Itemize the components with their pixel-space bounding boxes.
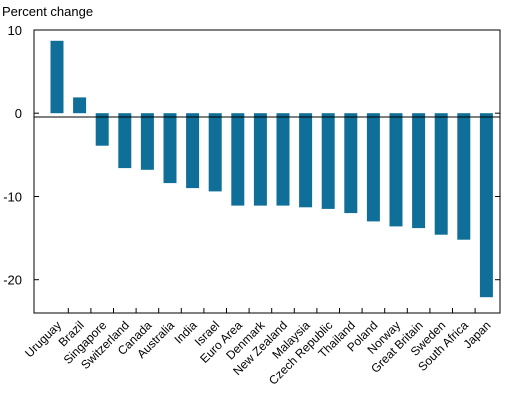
y-tick-label: -10 bbox=[3, 190, 22, 205]
bar-thailand bbox=[344, 113, 358, 214]
bar-switzerland bbox=[118, 113, 132, 169]
y-axis-label: Percent change bbox=[2, 4, 93, 19]
bar-new-zealand bbox=[276, 113, 290, 206]
bar-malaysia bbox=[299, 113, 313, 208]
y-tick-label: 10 bbox=[8, 23, 22, 38]
bar-south-africa bbox=[457, 113, 471, 240]
bar-uruguay bbox=[50, 40, 64, 114]
bar-denmark bbox=[253, 113, 267, 206]
x-axis-ticks bbox=[67, 308, 476, 313]
bar-euro-area bbox=[231, 113, 245, 206]
bars-group bbox=[50, 40, 493, 298]
bar-sweden bbox=[434, 113, 448, 235]
bar-poland bbox=[366, 113, 380, 222]
bar-brazil bbox=[73, 97, 87, 114]
bar-canada bbox=[140, 113, 154, 170]
plot-frame bbox=[33, 29, 501, 314]
y-tick-label: 0 bbox=[15, 106, 22, 121]
bar-israel bbox=[208, 113, 222, 192]
bar-india bbox=[186, 113, 200, 189]
y-tick-label: -20 bbox=[3, 273, 22, 288]
bar-australia bbox=[163, 113, 177, 184]
bar-singapore bbox=[95, 113, 109, 146]
bar-czech-republic bbox=[321, 113, 335, 209]
x-axis-labels: UruguayBrazilSingaporeSwitzerlandCanadaA… bbox=[22, 318, 493, 388]
bar-norway bbox=[389, 113, 403, 227]
bar-japan bbox=[479, 113, 493, 298]
bar-great-britain bbox=[412, 113, 426, 229]
y-axis-ticks: 10 0 -10 -20 bbox=[3, 23, 500, 288]
